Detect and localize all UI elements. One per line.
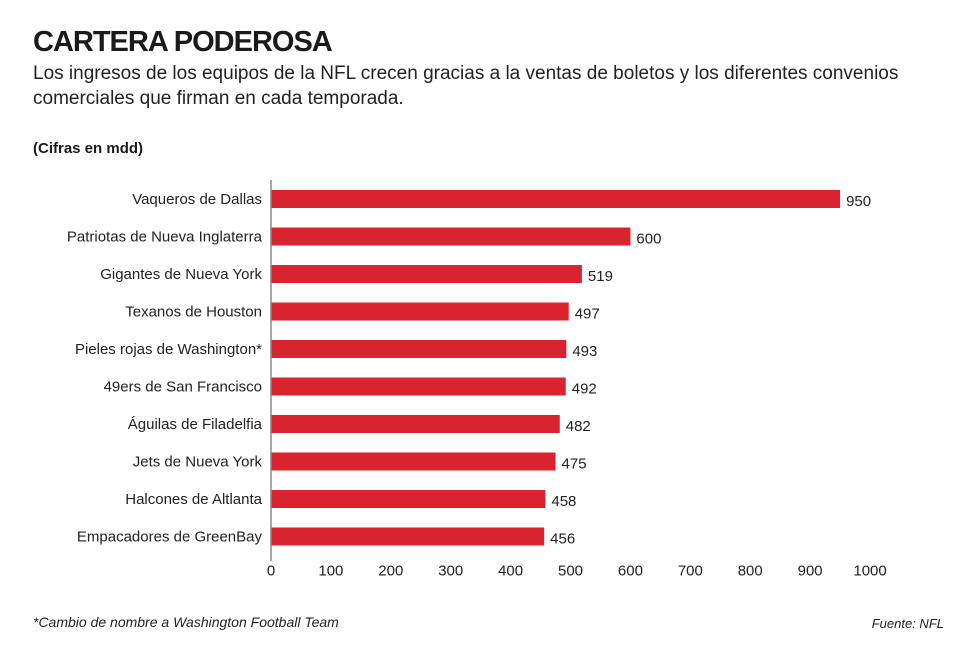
bar: [271, 377, 566, 396]
bar-chart: Vaqueros de Dallas 950 Patriotas de Nueva …: [67, 180, 887, 579]
x-tick-label: 600: [618, 562, 643, 579]
data-label: 950: [846, 193, 871, 210]
units-label: (Cifras en mdd): [33, 140, 144, 157]
x-tick-label: 200: [378, 562, 403, 579]
x-tick-label: 400: [498, 562, 523, 579]
category-label: Halcones de Altlanta: [125, 491, 262, 508]
bar: [271, 452, 556, 471]
data-label: 493: [572, 343, 597, 360]
data-label: 482: [566, 418, 591, 435]
x-tick-label: 500: [558, 562, 583, 579]
x-tick-label: 300: [438, 562, 463, 579]
source-note: Fuente: NFL: [871, 616, 944, 631]
data-label: 458: [551, 493, 576, 510]
x-tick-label: 900: [798, 562, 823, 579]
bar: [271, 527, 545, 546]
category-label: Pieles rojas de Washington*: [75, 341, 262, 358]
x-tick-label: 100: [318, 562, 343, 579]
chart-subtitle: Los ingresos de los equipos de la NFL cr…: [33, 63, 899, 109]
data-label: 519: [588, 268, 613, 285]
bar: [271, 190, 841, 208]
category-label: Texanos de Houston: [125, 304, 262, 321]
data-label: 456: [550, 531, 575, 548]
bar: [271, 415, 560, 433]
bar: [271, 227, 631, 246]
footnote: *Cambio de nombre a Washington Football …: [33, 614, 339, 630]
bar: [271, 302, 569, 321]
category-label: 49ers de San Francisco: [104, 379, 262, 396]
x-tick-label: 0: [267, 562, 275, 579]
x-tick-label: 1000: [853, 562, 886, 579]
data-label: 600: [636, 231, 661, 248]
category-label: Jets de Nueva York: [133, 454, 263, 471]
category-label: Patriotas de Nueva Inglaterra: [67, 229, 263, 246]
x-tick-label: 800: [738, 562, 763, 579]
x-tick-label: 700: [678, 562, 703, 579]
bar: [271, 340, 567, 358]
bar: [271, 490, 546, 508]
category-label: Gigantes de Nueva York: [100, 266, 262, 283]
data-label: 497: [575, 306, 600, 323]
data-label: 475: [562, 456, 587, 473]
bar: [271, 265, 582, 283]
category-label: Águilas de Filadelfia: [128, 416, 263, 433]
category-label: Empacadores de GreenBay: [77, 529, 263, 546]
category-label: Vaqueros de Dallas: [132, 191, 262, 208]
data-label: 492: [572, 381, 597, 398]
chart-title: CARTERA PODEROSA: [33, 26, 333, 58]
